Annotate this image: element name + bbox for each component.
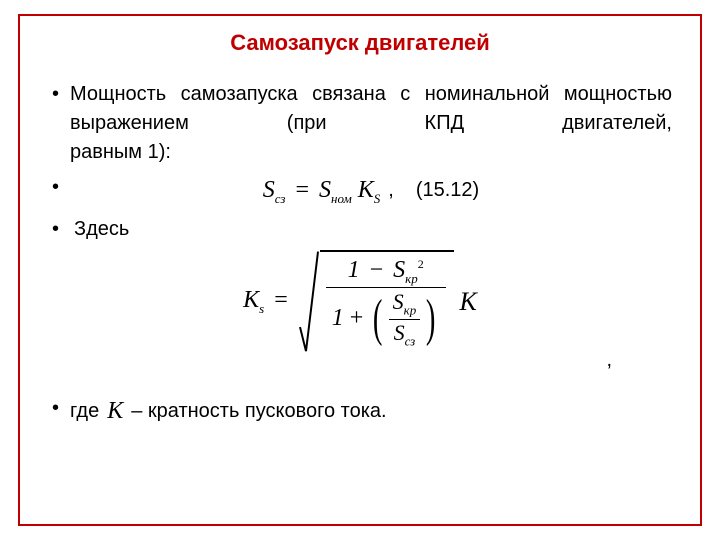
- f2-num-S: S: [393, 257, 405, 283]
- b5-row: где K – кратность пускового тока.: [70, 394, 672, 429]
- f2-in-num-S: S: [393, 289, 404, 314]
- lparen-icon: (: [373, 293, 383, 345]
- b1-l3: равным 1):: [70, 138, 672, 167]
- f2-in-num-sub: кр: [404, 303, 417, 318]
- f2-den-row: 1 + ( Sкр Sсз: [332, 289, 440, 349]
- bullet-list: Мощность самозапуска связана с номинальн…: [48, 80, 672, 244]
- eq1-number: (15.12): [416, 176, 479, 205]
- f2-den-1: 1: [332, 305, 344, 333]
- b1-l1: Мощность самозапуска связана с номинальн…: [70, 83, 549, 105]
- f1-S: S: [263, 177, 275, 203]
- f1-sub-S: S: [374, 191, 381, 206]
- bullet-list-2: где K – кратность пускового тока.: [48, 394, 672, 429]
- eq1-comma: ,: [388, 176, 394, 205]
- f1-sub-cz: сз: [275, 191, 286, 206]
- f2-plus: +: [346, 305, 368, 333]
- f1-eq: =: [291, 177, 313, 203]
- f2-K: K: [243, 287, 259, 313]
- f2-num-1: 1: [348, 257, 360, 283]
- f2-sqrt: 1 − Sкр2 1 + (: [298, 250, 454, 354]
- formula-2: Ks = 1 − Sкр2: [243, 250, 477, 354]
- formula-1-row: Sсз = Sном KS , (15.12): [70, 173, 672, 209]
- rparen-icon: ): [426, 293, 436, 345]
- content-frame: Самозапуск двигателей Мощность самозапус…: [18, 14, 702, 526]
- f2-in-den-S: S: [394, 320, 405, 345]
- f1-S2: S: [319, 177, 331, 203]
- formula-1: Sсз = Sном KS: [263, 173, 381, 209]
- bullet-where: где K – кратность пускового тока.: [48, 394, 672, 429]
- f2-eq: =: [270, 287, 292, 313]
- sqrt-radical-icon: [298, 250, 320, 354]
- formula-2-wrap: Ks = 1 − Sкр2: [48, 250, 672, 390]
- slide: Самозапуск двигателей Мощность самозапус…: [0, 0, 720, 540]
- b5-pre: где: [70, 397, 99, 426]
- f1-K: K: [358, 177, 374, 203]
- bullet-formula-1: Sсз = Sном KS , (15.12): [48, 173, 672, 209]
- f2-outer-frac: 1 − Sкр2 1 + (: [326, 256, 446, 350]
- f2-minus: −: [366, 257, 388, 283]
- f2-inner-frac: Sкр Sсз: [389, 289, 421, 349]
- bullet-here: Здесь: [48, 215, 672, 244]
- f1-sub-nom: ном: [331, 191, 352, 206]
- b5-post: – кратность пускового тока.: [131, 397, 386, 426]
- f2-trail-K: K: [460, 287, 477, 317]
- f2-num-sq: 2: [418, 257, 424, 271]
- f2-in-num: Sкр: [389, 289, 421, 318]
- f2-sub-s: s: [259, 301, 264, 316]
- bullet-1: Мощность самозапуска связана с номинальн…: [48, 80, 672, 167]
- f2-num: 1 − Sкр2: [342, 256, 430, 288]
- slide-title: Самозапуск двигателей: [48, 30, 672, 56]
- f2-lhs: Ks =: [243, 287, 292, 317]
- f2-in-den: Sсз: [390, 320, 420, 349]
- f2-den: 1 + ( Sкр Sсз: [326, 288, 446, 350]
- f2-trailing-comma: ,: [606, 349, 612, 372]
- bullet-1-text: Мощность самозапуска связана с номинальн…: [70, 80, 672, 167]
- f2-in-den-sub: сз: [405, 333, 416, 348]
- f2-radicand: 1 − Sкр2 1 + (: [320, 250, 454, 354]
- b3-text: Здесь: [70, 218, 129, 240]
- inline-K: K: [103, 394, 127, 429]
- f2-num-sub: кр: [405, 270, 418, 285]
